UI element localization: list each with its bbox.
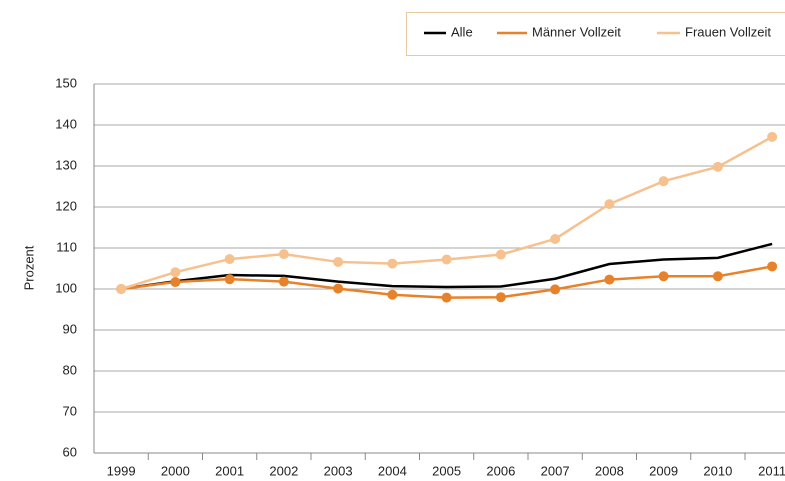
point: [170, 277, 181, 288]
legend-label: Männer Vollzeit: [532, 24, 621, 39]
point: [712, 161, 723, 172]
point: [116, 284, 127, 294]
point: [495, 292, 506, 303]
point: [387, 289, 398, 300]
y-tick-label: 70: [63, 403, 77, 418]
point: [495, 249, 506, 260]
y-tick-label: 90: [63, 321, 77, 336]
point: [658, 176, 669, 187]
y-tick-label: 140: [55, 116, 77, 131]
point: [604, 274, 615, 285]
point: [224, 274, 235, 285]
x-tick-label: 2001: [215, 463, 244, 478]
series-line: [120, 135, 773, 291]
point: [550, 233, 561, 244]
x-tick-label: 1999: [107, 463, 136, 478]
series-line: [120, 242, 773, 291]
legend-box: [406, 12, 785, 56]
y-axis-label: Prozent: [21, 245, 36, 290]
x-tick-label: 2005: [432, 463, 461, 478]
legend-label: Frauen Vollzeit: [685, 24, 771, 39]
point: [333, 256, 344, 267]
y-tick-label: 120: [55, 198, 77, 213]
point: [441, 254, 452, 265]
point: [333, 283, 344, 294]
point: [224, 254, 235, 265]
x-tick-label: 2006: [486, 463, 515, 478]
x-tick-label: 2004: [378, 463, 407, 478]
x-tick-label: 2010: [703, 463, 732, 478]
y-tick-label: 100: [55, 280, 77, 295]
point: [278, 249, 289, 260]
x-tick-label: 2000: [161, 463, 190, 478]
point: [767, 261, 778, 272]
point: [550, 284, 561, 295]
point: [170, 267, 181, 278]
x-tick-label: 2003: [324, 463, 353, 478]
x-tick-label: 2002: [269, 463, 298, 478]
point: [387, 258, 398, 269]
point: [767, 131, 778, 142]
point: [278, 276, 289, 287]
x-tick-label: 2011: [758, 463, 785, 478]
x-tick-label: 2009: [649, 463, 678, 478]
point: [658, 271, 669, 282]
point: [441, 292, 452, 303]
legend-label: Alle: [451, 24, 473, 39]
point: [604, 199, 615, 210]
x-tick-label: 2008: [595, 463, 624, 478]
x-tick-label: 2007: [541, 463, 570, 478]
y-tick-label: 80: [63, 362, 77, 377]
y-tick-label: 110: [56, 239, 77, 254]
point: [712, 271, 723, 282]
y-tick-label: 150: [55, 75, 77, 90]
y-tick-label: 60: [63, 444, 77, 459]
y-tick-label: 130: [55, 157, 77, 172]
